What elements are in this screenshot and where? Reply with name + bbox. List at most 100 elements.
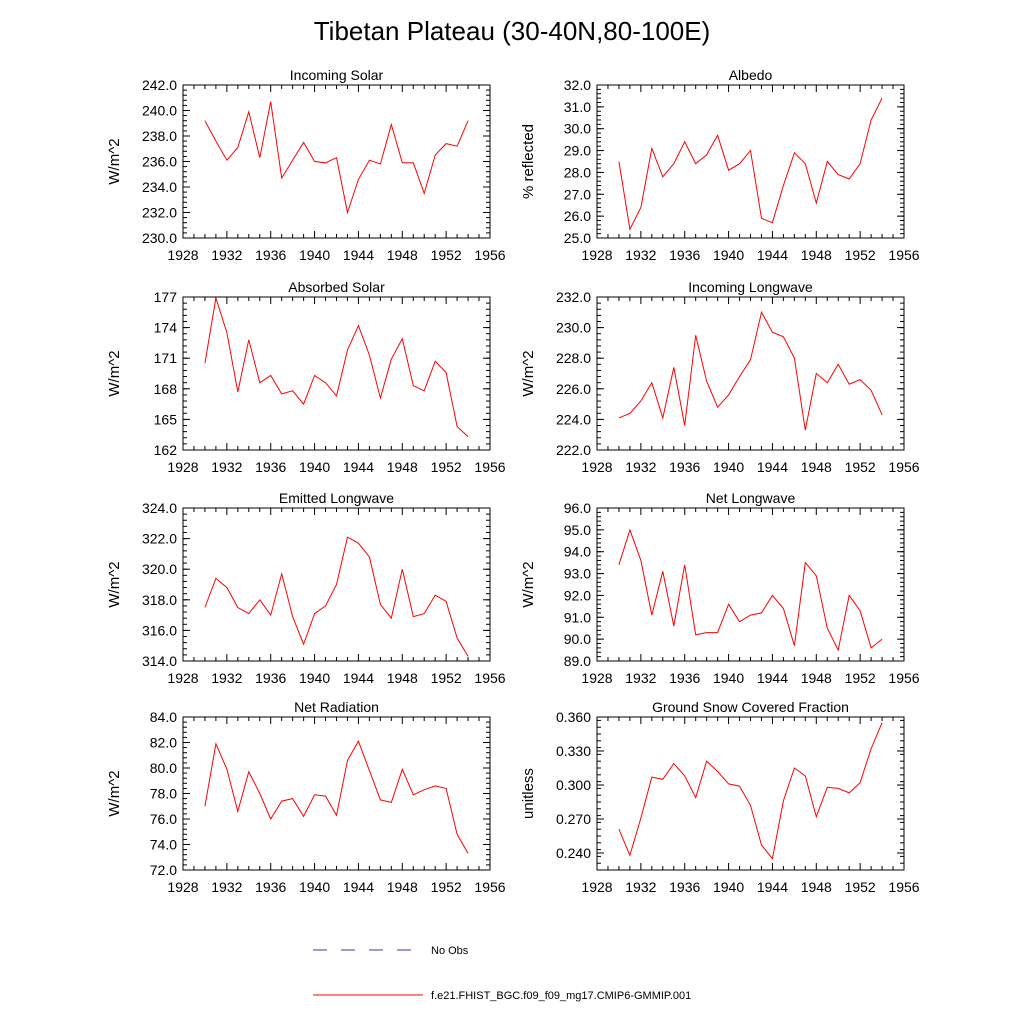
x-tick-label: 1928 — [167, 459, 198, 475]
y-axis-label: W/m^2 — [520, 350, 537, 396]
y-tick-label: 224.0 — [556, 411, 591, 427]
x-tick-label: 1948 — [387, 247, 418, 263]
panel-title: Net Radiation — [294, 699, 379, 715]
series-line-net-longwave — [618, 528, 883, 652]
x-tick-label: 1944 — [757, 879, 788, 895]
x-tick-label: 1956 — [888, 879, 919, 895]
x-tick-label: 1936 — [669, 459, 700, 475]
y-tick-label: 242.0 — [142, 77, 177, 93]
x-tick-label: 1944 — [757, 459, 788, 475]
y-tick-label: 240.0 — [142, 103, 177, 119]
series-line-incoming-longwave — [618, 310, 883, 431]
y-tick-label: 232.0 — [142, 205, 177, 221]
panel-albedo: Albedo 1928 1932 1936 1940 1944 1948 1952 1956 25… — [520, 67, 920, 263]
y-tick-label: 177 — [154, 289, 178, 305]
x-tick-label: 1952 — [845, 879, 876, 895]
x-tick-label: 1956 — [888, 670, 919, 686]
plot-frame — [182, 716, 491, 871]
panel-net-radiation: Net Radiation 1928 1932 1936 1940 1944 1948 195… — [106, 699, 506, 895]
y-tick-label: 27.0 — [564, 186, 591, 202]
panel-incoming-solar: Incoming Solar 1928 1932 1936 1940 1944 1948 19… — [106, 67, 506, 263]
y-tick-label: 234.0 — [142, 179, 177, 195]
plot-frame — [182, 296, 491, 451]
x-tick-label: 1928 — [167, 247, 198, 263]
y-tick-label: 0.270 — [556, 811, 591, 827]
figure-title: Tibetan Plateau (30-40N,80-100E) — [314, 16, 711, 46]
y-tick-label: 31.0 — [564, 99, 591, 115]
y-tick-label: 89.0 — [564, 653, 591, 669]
x-tick-label: 1940 — [299, 459, 330, 475]
y-tick-label: 92.0 — [564, 587, 591, 603]
y-tick-label: 230.0 — [142, 230, 177, 246]
x-tick-label: 1940 — [299, 247, 330, 263]
y-tick-label: 171 — [154, 350, 178, 366]
panel-title: Absorbed Solar — [288, 279, 385, 295]
x-tick-label: 1944 — [343, 247, 374, 263]
x-tick-label: 1952 — [431, 247, 462, 263]
panel-net-longwave: Net Longwave 1928 1932 1936 1940 1944 1948 1952… — [520, 490, 920, 686]
panel-ground-snow-covered-fraction: Ground Snow Covered Fraction 1928 1932 1936… — [520, 699, 920, 895]
plot-frame — [182, 84, 491, 239]
x-tick-label: 1948 — [387, 879, 418, 895]
x-tick-label: 1948 — [387, 670, 418, 686]
x-tick-label: 1932 — [625, 879, 656, 895]
x-tick-label: 1928 — [167, 879, 198, 895]
x-tick-label: 1948 — [801, 459, 832, 475]
x-tick-label: 1952 — [431, 670, 462, 686]
y-tick-label: 320.0 — [142, 561, 177, 577]
x-tick-label: 1940 — [713, 459, 744, 475]
x-tick-label: 1952 — [431, 459, 462, 475]
x-tick-label: 1928 — [167, 670, 198, 686]
series-line-absorbed-solar — [204, 297, 469, 438]
x-tick-label: 1956 — [474, 459, 505, 475]
y-tick-label: 174 — [154, 320, 178, 336]
y-axis-label: W/m^2 — [520, 561, 537, 607]
plot-frame — [596, 296, 905, 451]
panels-grid: Incoming Solar 1928 1932 1936 1940 1944 1948 19… — [106, 67, 920, 895]
x-tick-label: 1940 — [713, 670, 744, 686]
x-tick-label: 1936 — [255, 459, 286, 475]
x-tick-label: 1936 — [255, 879, 286, 895]
x-tick-label: 1932 — [211, 879, 242, 895]
panel-title: Net Longwave — [706, 490, 796, 506]
x-tick-label: 1948 — [801, 879, 832, 895]
y-tick-label: 322.0 — [142, 531, 177, 547]
x-tick-label: 1956 — [888, 247, 919, 263]
panel-title: Ground Snow Covered Fraction — [652, 699, 849, 715]
y-tick-label: 80.0 — [150, 760, 177, 776]
x-tick-label: 1936 — [255, 670, 286, 686]
y-tick-label: 226.0 — [556, 381, 591, 397]
panel-absorbed-solar: Absorbed Solar 1928 1932 1936 1940 1944 1948 19… — [106, 279, 506, 475]
y-tick-label: 82.0 — [150, 735, 177, 751]
x-tick-label: 1944 — [757, 670, 788, 686]
x-tick-label: 1936 — [255, 247, 286, 263]
x-tick-label: 1944 — [757, 247, 788, 263]
panel-title: Albedo — [729, 67, 773, 83]
x-tick-label: 1940 — [299, 670, 330, 686]
legend: No Obs f.e21.FHIST_BGC.f09_f09_mg17.CMIP… — [313, 945, 691, 1002]
x-tick-label: 1956 — [888, 459, 919, 475]
y-tick-label: 222.0 — [556, 442, 591, 458]
y-tick-label: 0.330 — [556, 743, 591, 759]
series-line-net-radiation — [204, 740, 469, 854]
panel-title: Incoming Longwave — [688, 279, 813, 295]
y-tick-label: 232.0 — [556, 289, 591, 305]
x-tick-label: 1932 — [625, 247, 656, 263]
y-tick-label: 90.0 — [564, 631, 591, 647]
y-tick-label: 316.0 — [142, 622, 177, 638]
x-tick-label: 1952 — [431, 879, 462, 895]
plot-frame — [596, 507, 905, 662]
y-tick-label: 25.0 — [564, 230, 591, 246]
x-tick-label: 1944 — [343, 879, 374, 895]
y-tick-label: 78.0 — [150, 786, 177, 802]
panel-incoming-longwave: Incoming Longwave 1928 1932 1936 1940 1944 194… — [520, 279, 920, 475]
y-tick-label: 96.0 — [564, 500, 591, 516]
panel-emitted-longwave: Emitted Longwave 1928 1932 1936 1940 1944 1948… — [106, 490, 506, 686]
y-tick-label: 94.0 — [564, 544, 591, 560]
y-tick-label: 72.0 — [150, 862, 177, 878]
y-tick-label: 76.0 — [150, 811, 177, 827]
x-tick-label: 1940 — [713, 247, 744, 263]
y-tick-label: 84.0 — [150, 709, 177, 725]
y-tick-label: 93.0 — [564, 566, 591, 582]
x-tick-label: 1928 — [581, 879, 612, 895]
